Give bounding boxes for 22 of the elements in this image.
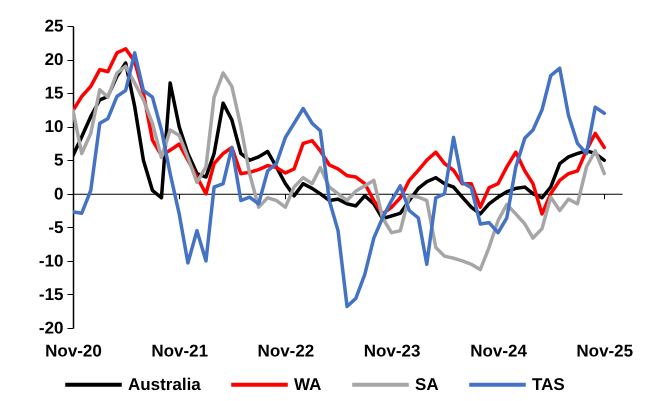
- y-tick-label: -20: [38, 318, 64, 338]
- x-tick-label: Nov-25: [576, 342, 634, 360]
- y-tick-label: 10: [44, 117, 64, 136]
- x-tick-label: Nov-23: [364, 342, 420, 360]
- y-tick-label: 20: [44, 50, 64, 70]
- y-tick-label: 0: [54, 184, 64, 204]
- y-tick-label: -10: [38, 251, 64, 270]
- legend-label: TAS: [532, 374, 565, 394]
- x-tick-label: Nov-24: [470, 342, 528, 360]
- line-series: [73, 64, 606, 272]
- x-tick-label: Nov-21: [151, 342, 208, 360]
- legend-label: Australia: [128, 374, 202, 394]
- x-tick-label: Nov-22: [258, 342, 314, 360]
- y-tick-label: 5: [54, 150, 64, 170]
- y-tick-label: 25: [44, 16, 64, 36]
- legend-label: SA: [415, 374, 439, 394]
- x-tick-label: Nov-20: [45, 342, 102, 360]
- y-tick-label: 15: [44, 84, 64, 103]
- line-series: [73, 51, 606, 308]
- legend-label: WA: [294, 374, 322, 394]
- y-tick-label: -15: [38, 284, 64, 304]
- y-tick-label: -5: [48, 218, 64, 237]
